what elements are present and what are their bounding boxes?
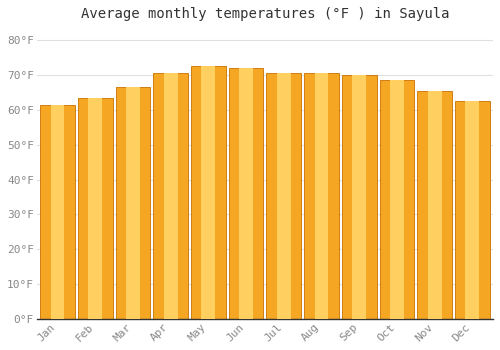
- Bar: [455, 101, 490, 319]
- Bar: [154, 73, 188, 319]
- Bar: [202, 66, 215, 319]
- Bar: [40, 105, 75, 319]
- Bar: [277, 73, 290, 319]
- Bar: [428, 91, 442, 319]
- Bar: [342, 75, 376, 319]
- Bar: [191, 66, 226, 319]
- Bar: [352, 75, 366, 319]
- Bar: [314, 73, 328, 319]
- Bar: [116, 87, 150, 319]
- Bar: [390, 80, 404, 319]
- Bar: [380, 80, 414, 319]
- Bar: [239, 68, 253, 319]
- Bar: [50, 105, 64, 319]
- Bar: [466, 101, 479, 319]
- Bar: [418, 91, 452, 319]
- Bar: [164, 73, 177, 319]
- Bar: [88, 98, 102, 319]
- Bar: [126, 87, 140, 319]
- Bar: [78, 98, 112, 319]
- Title: Average monthly temperatures (°F ) in Sayula: Average monthly temperatures (°F ) in Sa…: [80, 7, 449, 21]
- Bar: [228, 68, 264, 319]
- Bar: [266, 73, 301, 319]
- Bar: [304, 73, 339, 319]
